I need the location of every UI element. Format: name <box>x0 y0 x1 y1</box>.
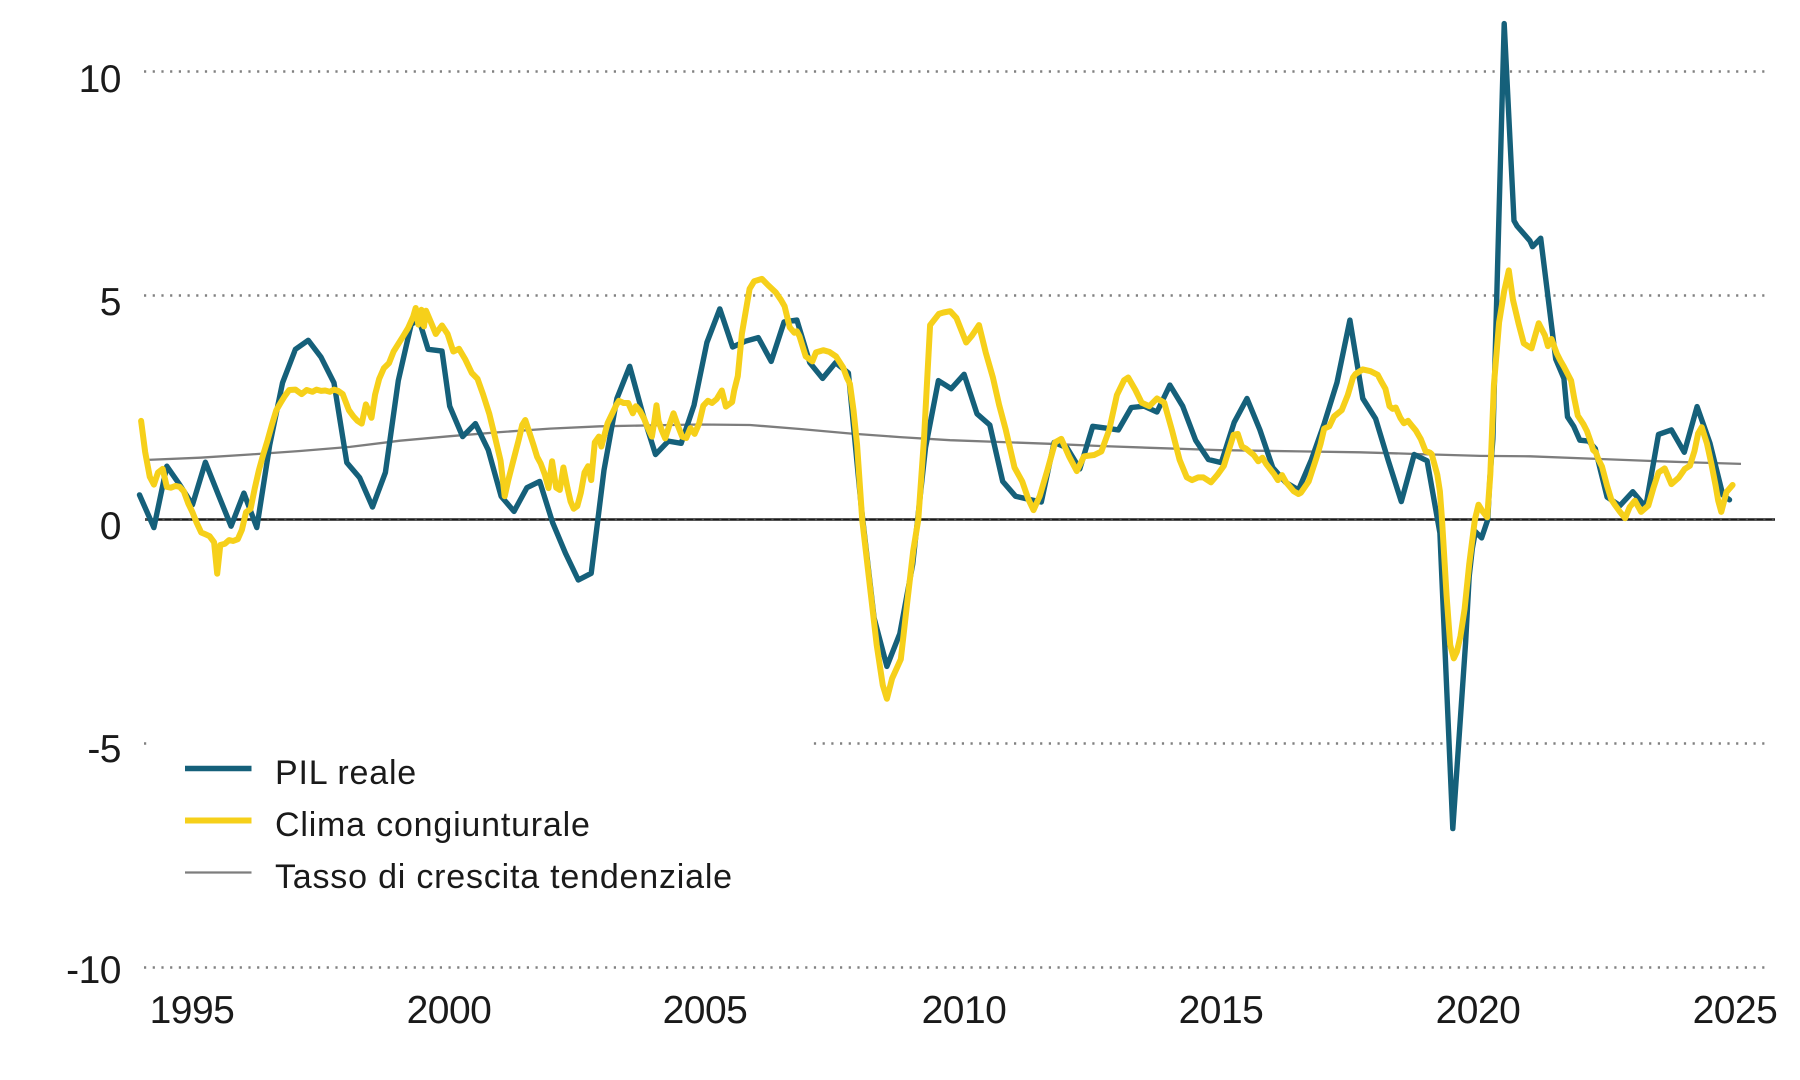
svg-text:Tasso di crescita tendenziale: Tasso di crescita tendenziale <box>275 858 733 896</box>
svg-text:10: 10 <box>79 58 121 101</box>
svg-text:2000: 2000 <box>407 989 492 1032</box>
svg-text:2005: 2005 <box>663 989 748 1032</box>
svg-text:2015: 2015 <box>1179 989 1264 1032</box>
svg-text:-5: -5 <box>87 728 121 771</box>
svg-text:2020: 2020 <box>1436 989 1521 1032</box>
svg-text:1995: 1995 <box>150 989 235 1032</box>
svg-text:2025: 2025 <box>1693 989 1778 1032</box>
svg-text:PIL reale: PIL reale <box>275 754 417 792</box>
svg-text:-10: -10 <box>66 949 121 992</box>
svg-text:2010: 2010 <box>922 989 1007 1032</box>
svg-text:Clima congiunturale: Clima congiunturale <box>275 806 591 844</box>
svg-text:5: 5 <box>100 281 121 324</box>
svg-text:0: 0 <box>100 505 121 548</box>
